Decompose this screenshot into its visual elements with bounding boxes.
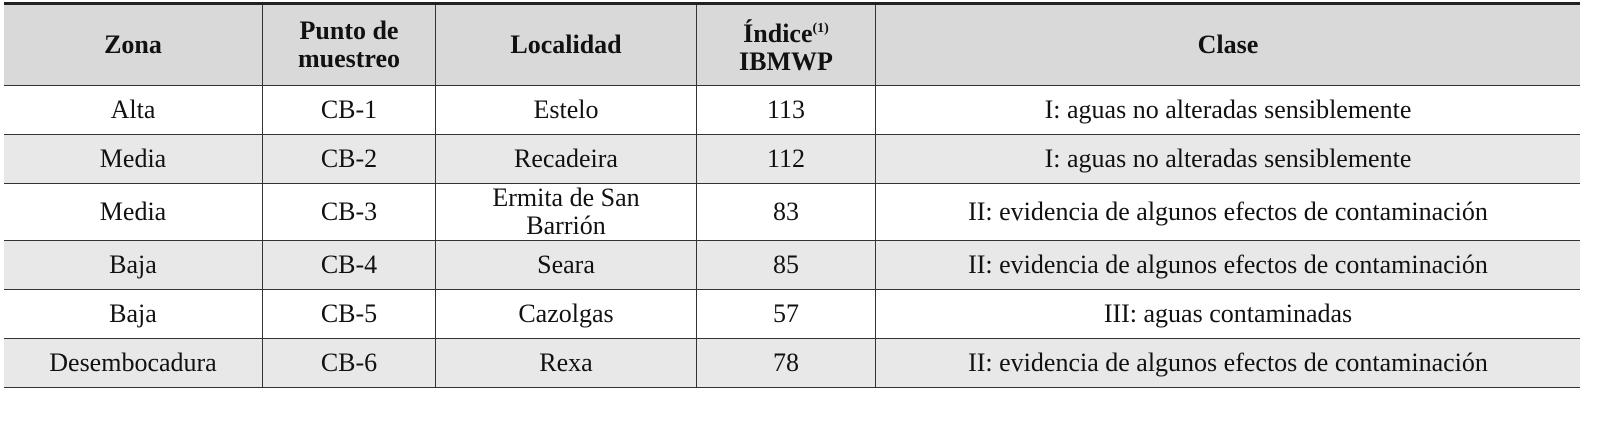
cell-text: 78: [773, 348, 799, 377]
table-cell: CB-4: [262, 240, 436, 290]
table-cell: Baja: [4, 240, 263, 290]
cell-text: Rexa: [539, 348, 593, 377]
table-cell: Media: [4, 134, 263, 184]
cell-text: CB-5: [320, 299, 378, 328]
cell-text: CB-3: [320, 197, 378, 226]
table-cell: Ermita de San Barrión: [435, 183, 697, 241]
cell-text: Cazolgas: [518, 299, 614, 328]
cell-text: CB-1: [320, 95, 378, 124]
cell-text: 85: [773, 250, 799, 279]
header-text: Punto de muestreo: [297, 16, 401, 73]
header-cell: Índice(1) IBMWP: [696, 2, 876, 86]
table-body: Alta CB-1 Estelo 113 I: aguas no alteradas s…: [4, 85, 1580, 388]
cell-text: 113: [766, 95, 806, 124]
table-cell: CB-2: [262, 134, 436, 184]
table-cell: I: aguas no alteradas sensiblemente: [875, 85, 1580, 135]
table-row: Media CB-3 Ermita de San Barrión 83 II: evid…: [4, 183, 1580, 241]
cell-text: I: aguas no alteradas sensiblemente: [1044, 95, 1412, 124]
table-cell: Seara: [435, 240, 697, 290]
table-cell: Recadeira: [435, 134, 697, 184]
cell-text: CB-4: [320, 250, 378, 279]
table-row: Baja CB-5 Cazolgas 57 III: aguas contaminada…: [4, 289, 1580, 339]
header-text: IBMWP: [739, 46, 833, 76]
cell-text: Baja: [109, 299, 157, 328]
table-row: Desembocadura CB-6 Rexa 78 II: evidencia de …: [4, 338, 1580, 388]
cell-text: I: aguas no alteradas sensiblemente: [1044, 144, 1412, 173]
table-cell: CB-6: [262, 338, 436, 388]
cell-text: Desembocadura: [49, 348, 217, 377]
cell-text: II: evidencia de algunos efectos de cont…: [968, 348, 1488, 377]
table-row: Alta CB-1 Estelo 113 I: aguas no alteradas s…: [4, 85, 1580, 135]
table-cell: CB-5: [262, 289, 436, 339]
header-row: Zona Punto de muestreo Localidad Índice(…: [4, 2, 1580, 86]
footnote-ref: (1): [812, 20, 829, 36]
table-row: Media CB-2 Recadeira 112 I: aguas no alterad…: [4, 134, 1580, 184]
data-table: Zona Punto de muestreo Localidad Índice(…: [4, 2, 1580, 388]
table-cell: Baja: [4, 289, 263, 339]
table-cell: 112: [696, 134, 876, 184]
cell-text: Media: [99, 197, 167, 226]
header-text: Índice: [743, 18, 813, 48]
table-row: Baja CB-4 Seara 85 II: evidencia de algunos …: [4, 240, 1580, 290]
table-cell: Cazolgas: [435, 289, 697, 339]
table-cell: I: aguas no alteradas sensiblemente: [875, 134, 1580, 184]
cell-text: Estelo: [533, 95, 599, 124]
header-cell: Clase: [875, 2, 1580, 86]
table-cell: CB-1: [262, 85, 436, 135]
cell-text: Media: [99, 144, 167, 173]
cell-text: II: evidencia de algunos efectos de cont…: [968, 197, 1488, 226]
table-cell: 83: [696, 183, 876, 241]
cell-text: Baja: [109, 250, 157, 279]
header-cell: Zona: [4, 2, 263, 86]
header-cell: Punto de muestreo: [262, 2, 436, 86]
table-cell: II: evidencia de algunos efectos de cont…: [875, 240, 1580, 290]
table-cell: Estelo: [435, 85, 697, 135]
table-cell: 57: [696, 289, 876, 339]
table-cell: Alta: [4, 85, 263, 135]
table-cell: II: evidencia de algunos efectos de cont…: [875, 338, 1580, 388]
header-cell: Localidad: [435, 2, 697, 86]
table-cell: Media: [4, 183, 263, 241]
table-cell: II: evidencia de algunos efectos de cont…: [875, 183, 1580, 241]
table-cell: III: aguas contaminadas: [875, 289, 1580, 339]
cell-text: Recadeira: [514, 144, 618, 173]
table-cell: 113: [696, 85, 876, 135]
table-cell: Desembocadura: [4, 338, 263, 388]
table-cell: 78: [696, 338, 876, 388]
cell-text: Alta: [110, 95, 156, 124]
table-cell: CB-3: [262, 183, 436, 241]
cell-text: 57: [773, 299, 799, 328]
table-cell: 85: [696, 240, 876, 290]
cell-text: III: aguas contaminadas: [1103, 299, 1353, 328]
cell-text: 83: [773, 197, 799, 226]
cell-text: CB-6: [320, 348, 378, 377]
cell-text: Seara: [537, 250, 595, 279]
table-cell: Rexa: [435, 338, 697, 388]
cell-text: II: evidencia de algunos efectos de cont…: [968, 250, 1488, 279]
cell-text: Ermita de San Barrión: [492, 183, 640, 240]
cell-text: CB-2: [320, 144, 378, 173]
cell-text: 112: [766, 144, 806, 173]
